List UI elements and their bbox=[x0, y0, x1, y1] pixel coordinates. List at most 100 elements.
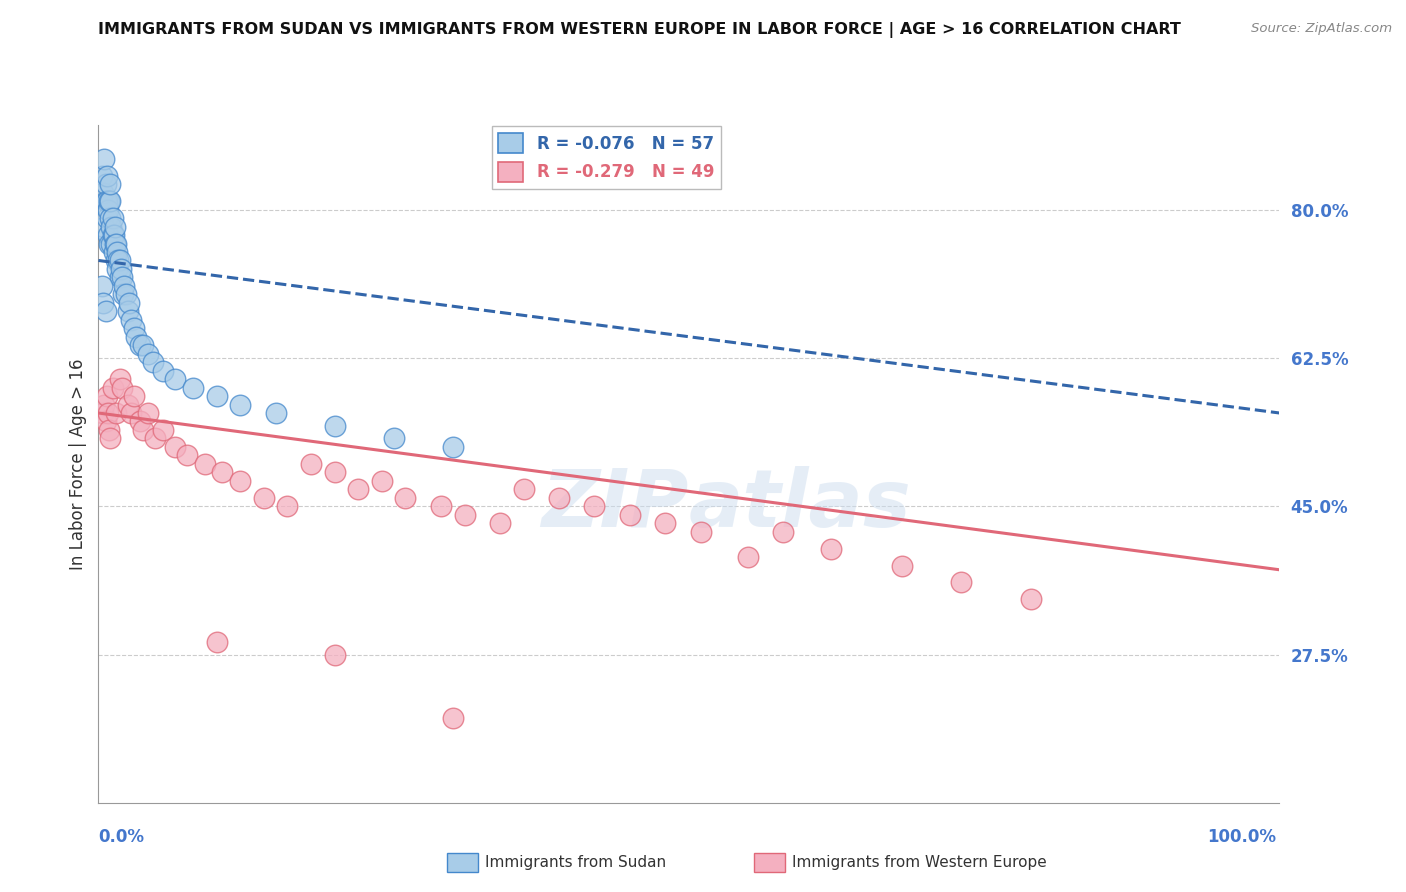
Point bbox=[165, 440, 187, 454]
Point bbox=[136, 346, 159, 360]
Point bbox=[111, 270, 134, 285]
Point bbox=[772, 524, 794, 539]
Point bbox=[441, 440, 464, 454]
Point bbox=[583, 500, 606, 514]
Point bbox=[107, 253, 129, 268]
Point bbox=[211, 466, 233, 480]
Point bbox=[96, 389, 118, 403]
Point bbox=[229, 398, 252, 412]
Point bbox=[548, 491, 571, 505]
Point bbox=[96, 194, 118, 209]
Point bbox=[98, 194, 121, 209]
Point bbox=[97, 202, 120, 217]
Point bbox=[430, 500, 453, 514]
Point bbox=[121, 406, 143, 420]
Point bbox=[91, 169, 114, 183]
Point bbox=[101, 211, 124, 226]
Point bbox=[176, 449, 198, 463]
Text: 100.0%: 100.0% bbox=[1208, 828, 1277, 846]
Point bbox=[347, 483, 370, 497]
Point bbox=[205, 389, 228, 403]
Point bbox=[142, 355, 165, 369]
Point bbox=[152, 364, 174, 378]
Point bbox=[98, 423, 121, 437]
Point bbox=[110, 262, 132, 277]
Point bbox=[118, 296, 141, 310]
Legend: R = -0.076   N = 57, R = -0.279   N = 49: R = -0.076 N = 57, R = -0.279 N = 49 bbox=[492, 127, 721, 189]
Point bbox=[94, 414, 117, 429]
Point bbox=[512, 483, 534, 497]
Point bbox=[229, 474, 252, 488]
Text: Immigrants from Western Europe: Immigrants from Western Europe bbox=[792, 855, 1046, 870]
Text: Immigrants from Sudan: Immigrants from Sudan bbox=[485, 855, 666, 870]
Point bbox=[619, 508, 641, 522]
Point bbox=[93, 398, 115, 412]
Point bbox=[382, 432, 405, 446]
Point bbox=[96, 169, 118, 183]
Point bbox=[100, 236, 122, 251]
Point bbox=[111, 381, 134, 395]
Point bbox=[94, 304, 117, 318]
Point bbox=[98, 194, 121, 209]
Point bbox=[143, 432, 166, 446]
Text: IMMIGRANTS FROM SUDAN VS IMMIGRANTS FROM WESTERN EUROPE IN LABOR FORCE | AGE > 1: IMMIGRANTS FROM SUDAN VS IMMIGRANTS FROM… bbox=[98, 22, 1181, 38]
Point bbox=[128, 338, 150, 352]
Point bbox=[194, 457, 217, 471]
Point bbox=[125, 330, 148, 344]
Point bbox=[371, 474, 394, 488]
Point bbox=[101, 381, 124, 395]
Point bbox=[136, 406, 159, 420]
Point bbox=[101, 228, 124, 243]
Point bbox=[97, 228, 120, 243]
Point bbox=[165, 372, 187, 386]
Text: Source: ZipAtlas.com: Source: ZipAtlas.com bbox=[1251, 22, 1392, 36]
Point bbox=[441, 711, 464, 725]
Point bbox=[91, 186, 114, 200]
Point bbox=[93, 219, 115, 234]
Point bbox=[94, 194, 117, 209]
Point bbox=[91, 296, 114, 310]
Point bbox=[98, 432, 121, 446]
Point bbox=[152, 423, 174, 437]
Point bbox=[737, 549, 759, 565]
Point bbox=[104, 219, 127, 234]
Point bbox=[128, 414, 150, 429]
Point bbox=[98, 236, 121, 251]
Point bbox=[114, 287, 136, 301]
Point bbox=[96, 211, 118, 226]
Point bbox=[108, 270, 131, 285]
Point bbox=[453, 508, 475, 522]
Point bbox=[132, 423, 155, 437]
Point bbox=[122, 389, 145, 403]
Point bbox=[890, 558, 912, 573]
Point bbox=[323, 418, 346, 433]
Point bbox=[323, 648, 346, 662]
Point bbox=[181, 381, 204, 395]
Point bbox=[654, 516, 676, 530]
Point bbox=[105, 406, 128, 420]
Point bbox=[104, 236, 127, 251]
Text: atlas: atlas bbox=[689, 466, 911, 543]
Point bbox=[299, 457, 322, 471]
Point bbox=[91, 406, 114, 420]
Point bbox=[121, 313, 143, 327]
Point bbox=[112, 287, 135, 301]
Point bbox=[98, 211, 121, 226]
Text: ZIP: ZIP bbox=[541, 466, 689, 543]
Text: 0.0%: 0.0% bbox=[98, 828, 145, 846]
Point bbox=[205, 635, 228, 649]
Point bbox=[98, 178, 121, 192]
Point bbox=[1021, 592, 1043, 607]
Point bbox=[91, 279, 114, 293]
Point bbox=[949, 575, 972, 590]
Point bbox=[105, 244, 128, 259]
Point bbox=[820, 541, 842, 556]
Point bbox=[105, 253, 128, 268]
Point bbox=[117, 398, 139, 412]
Point bbox=[323, 466, 346, 480]
Y-axis label: In Labor Force | Age > 16: In Labor Force | Age > 16 bbox=[69, 358, 87, 570]
Point bbox=[105, 236, 128, 251]
Point bbox=[97, 406, 120, 420]
Point bbox=[112, 279, 135, 293]
Point bbox=[108, 253, 131, 268]
